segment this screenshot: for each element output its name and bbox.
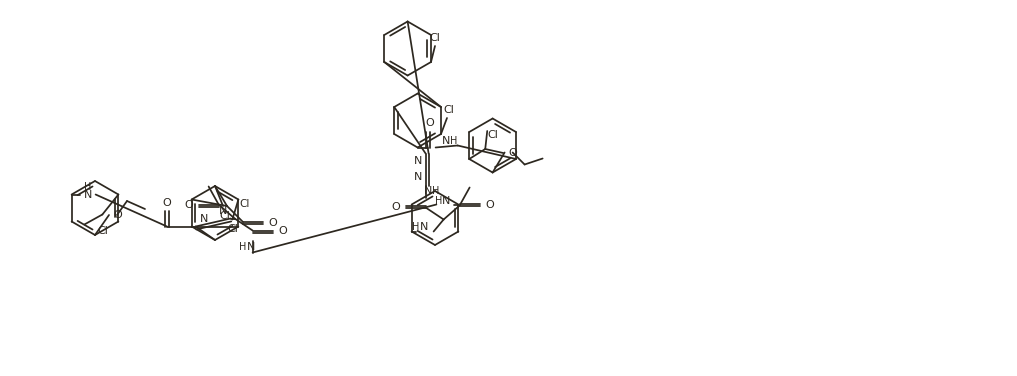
Text: O: O [485,200,494,209]
Text: Cl: Cl [443,105,455,115]
Text: Cl: Cl [227,224,238,235]
Text: N: N [441,136,450,147]
Text: H: H [239,241,246,252]
Text: N: N [219,206,227,215]
Text: H: H [450,136,458,147]
Text: O: O [508,147,518,158]
Text: N: N [83,191,92,200]
Text: N: N [246,241,255,252]
Text: N: N [414,173,422,182]
Text: H: H [432,186,439,197]
Text: O: O [113,210,122,220]
Text: Cl: Cl [488,130,498,140]
Text: H: H [84,182,92,191]
Text: O: O [268,218,278,228]
Text: Cl: Cl [429,33,440,43]
Text: O: O [163,197,172,208]
Text: H: H [412,223,419,232]
Text: Cl: Cl [97,226,108,235]
Text: N: N [419,223,428,232]
Text: Cl: Cl [220,211,231,221]
Text: N: N [414,156,422,167]
Text: N: N [199,214,207,223]
Text: O: O [279,226,287,237]
Text: O: O [184,200,193,211]
Text: H: H [434,196,442,206]
Text: N: N [423,186,432,197]
Text: O: O [392,202,400,211]
Text: O: O [425,118,434,129]
Text: Cl: Cl [239,199,249,209]
Text: N: N [442,196,451,206]
